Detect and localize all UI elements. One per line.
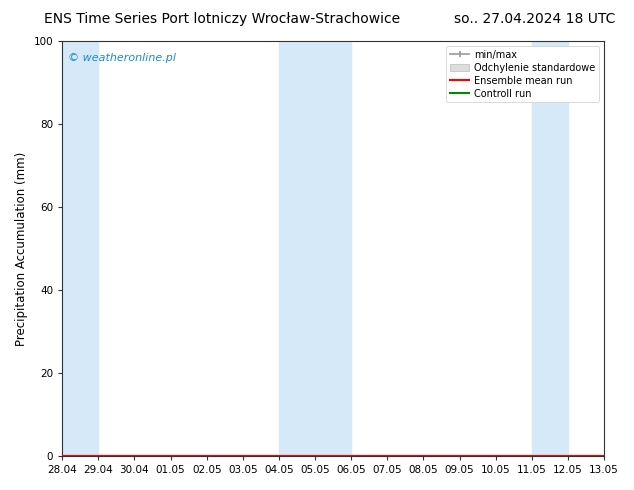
Text: © weatheronline.pl: © weatheronline.pl [68, 53, 176, 64]
Bar [532, 41, 568, 456]
Y-axis label: Precipitation Accumulation (mm): Precipitation Accumulation (mm) [15, 151, 28, 345]
Text: ENS Time Series Port lotniczy Wrocław-Strachowice: ENS Time Series Port lotniczy Wrocław-St… [44, 12, 400, 26]
Legend: min/max, Odchylenie standardowe, Ensemble mean run, Controll run: min/max, Odchylenie standardowe, Ensembl… [446, 46, 599, 102]
Text: so.. 27.04.2024 18 UTC: so.. 27.04.2024 18 UTC [453, 12, 615, 26]
Bar [62, 41, 98, 456]
Bar [279, 41, 351, 456]
